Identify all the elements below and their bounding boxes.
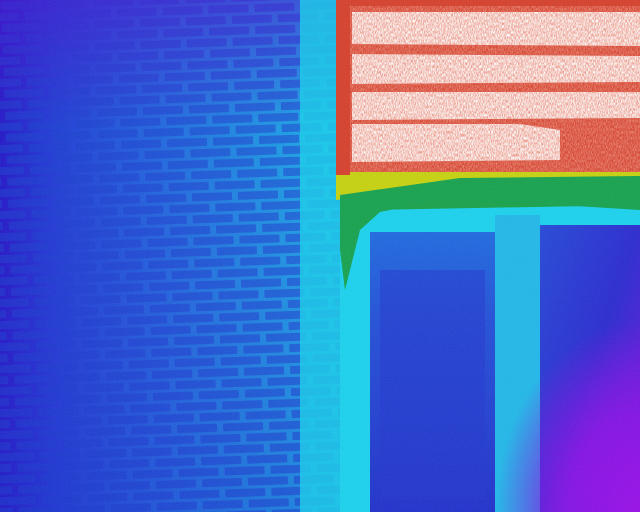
sensor-noise bbox=[0, 0, 640, 512]
thermal-image-canvas bbox=[0, 0, 640, 512]
thermal-image bbox=[0, 0, 640, 512]
